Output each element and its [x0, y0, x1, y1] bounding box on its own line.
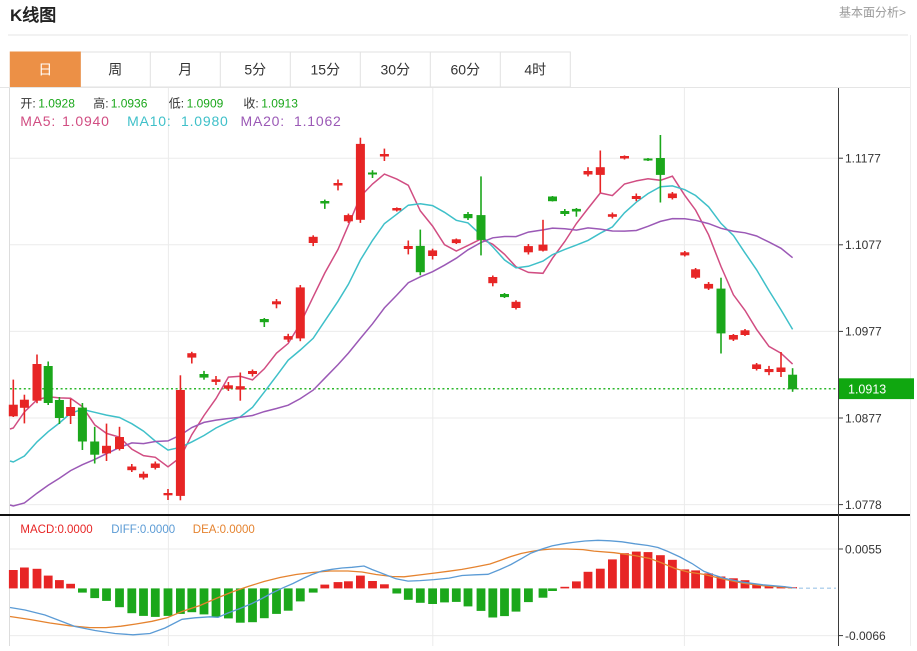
svg-text:1.0778: 1.0778	[845, 498, 882, 512]
svg-text:1.0877: 1.0877	[845, 411, 882, 425]
svg-text:基本面分析>: 基本面分析>	[839, 6, 906, 20]
svg-text:K线图: K线图	[10, 5, 56, 25]
svg-text:15分: 15分	[311, 62, 341, 78]
svg-text:60分: 60分	[451, 62, 481, 78]
svg-text:MA10:1.0980: MA10: 1.0980	[127, 113, 229, 129]
svg-text:-0.0066: -0.0066	[845, 629, 886, 643]
svg-text:0.0055: 0.0055	[845, 542, 882, 556]
svg-text:1.1077: 1.1077	[845, 238, 882, 252]
svg-text:日: 日	[38, 62, 52, 78]
svg-text:DIFF:0.0000: DIFF:0.0000	[111, 524, 175, 536]
svg-text:周: 周	[108, 62, 122, 78]
svg-text:MA5:1.0940: MA5: 1.0940	[20, 113, 110, 129]
svg-text:1.0977: 1.0977	[845, 325, 882, 339]
svg-text:1.0913: 1.0913	[848, 383, 886, 397]
svg-text:5分: 5分	[244, 62, 266, 78]
svg-text:MA20:1.1062: MA20: 1.1062	[241, 113, 342, 129]
svg-text:4时: 4时	[524, 62, 546, 78]
svg-text:月: 月	[178, 62, 192, 78]
svg-text:1.1177: 1.1177	[845, 152, 881, 166]
svg-text:30分: 30分	[381, 62, 411, 78]
svg-text:DEA:0.0000: DEA:0.0000	[193, 524, 255, 536]
svg-text:MACD:0.0000: MACD:0.0000	[20, 524, 92, 536]
